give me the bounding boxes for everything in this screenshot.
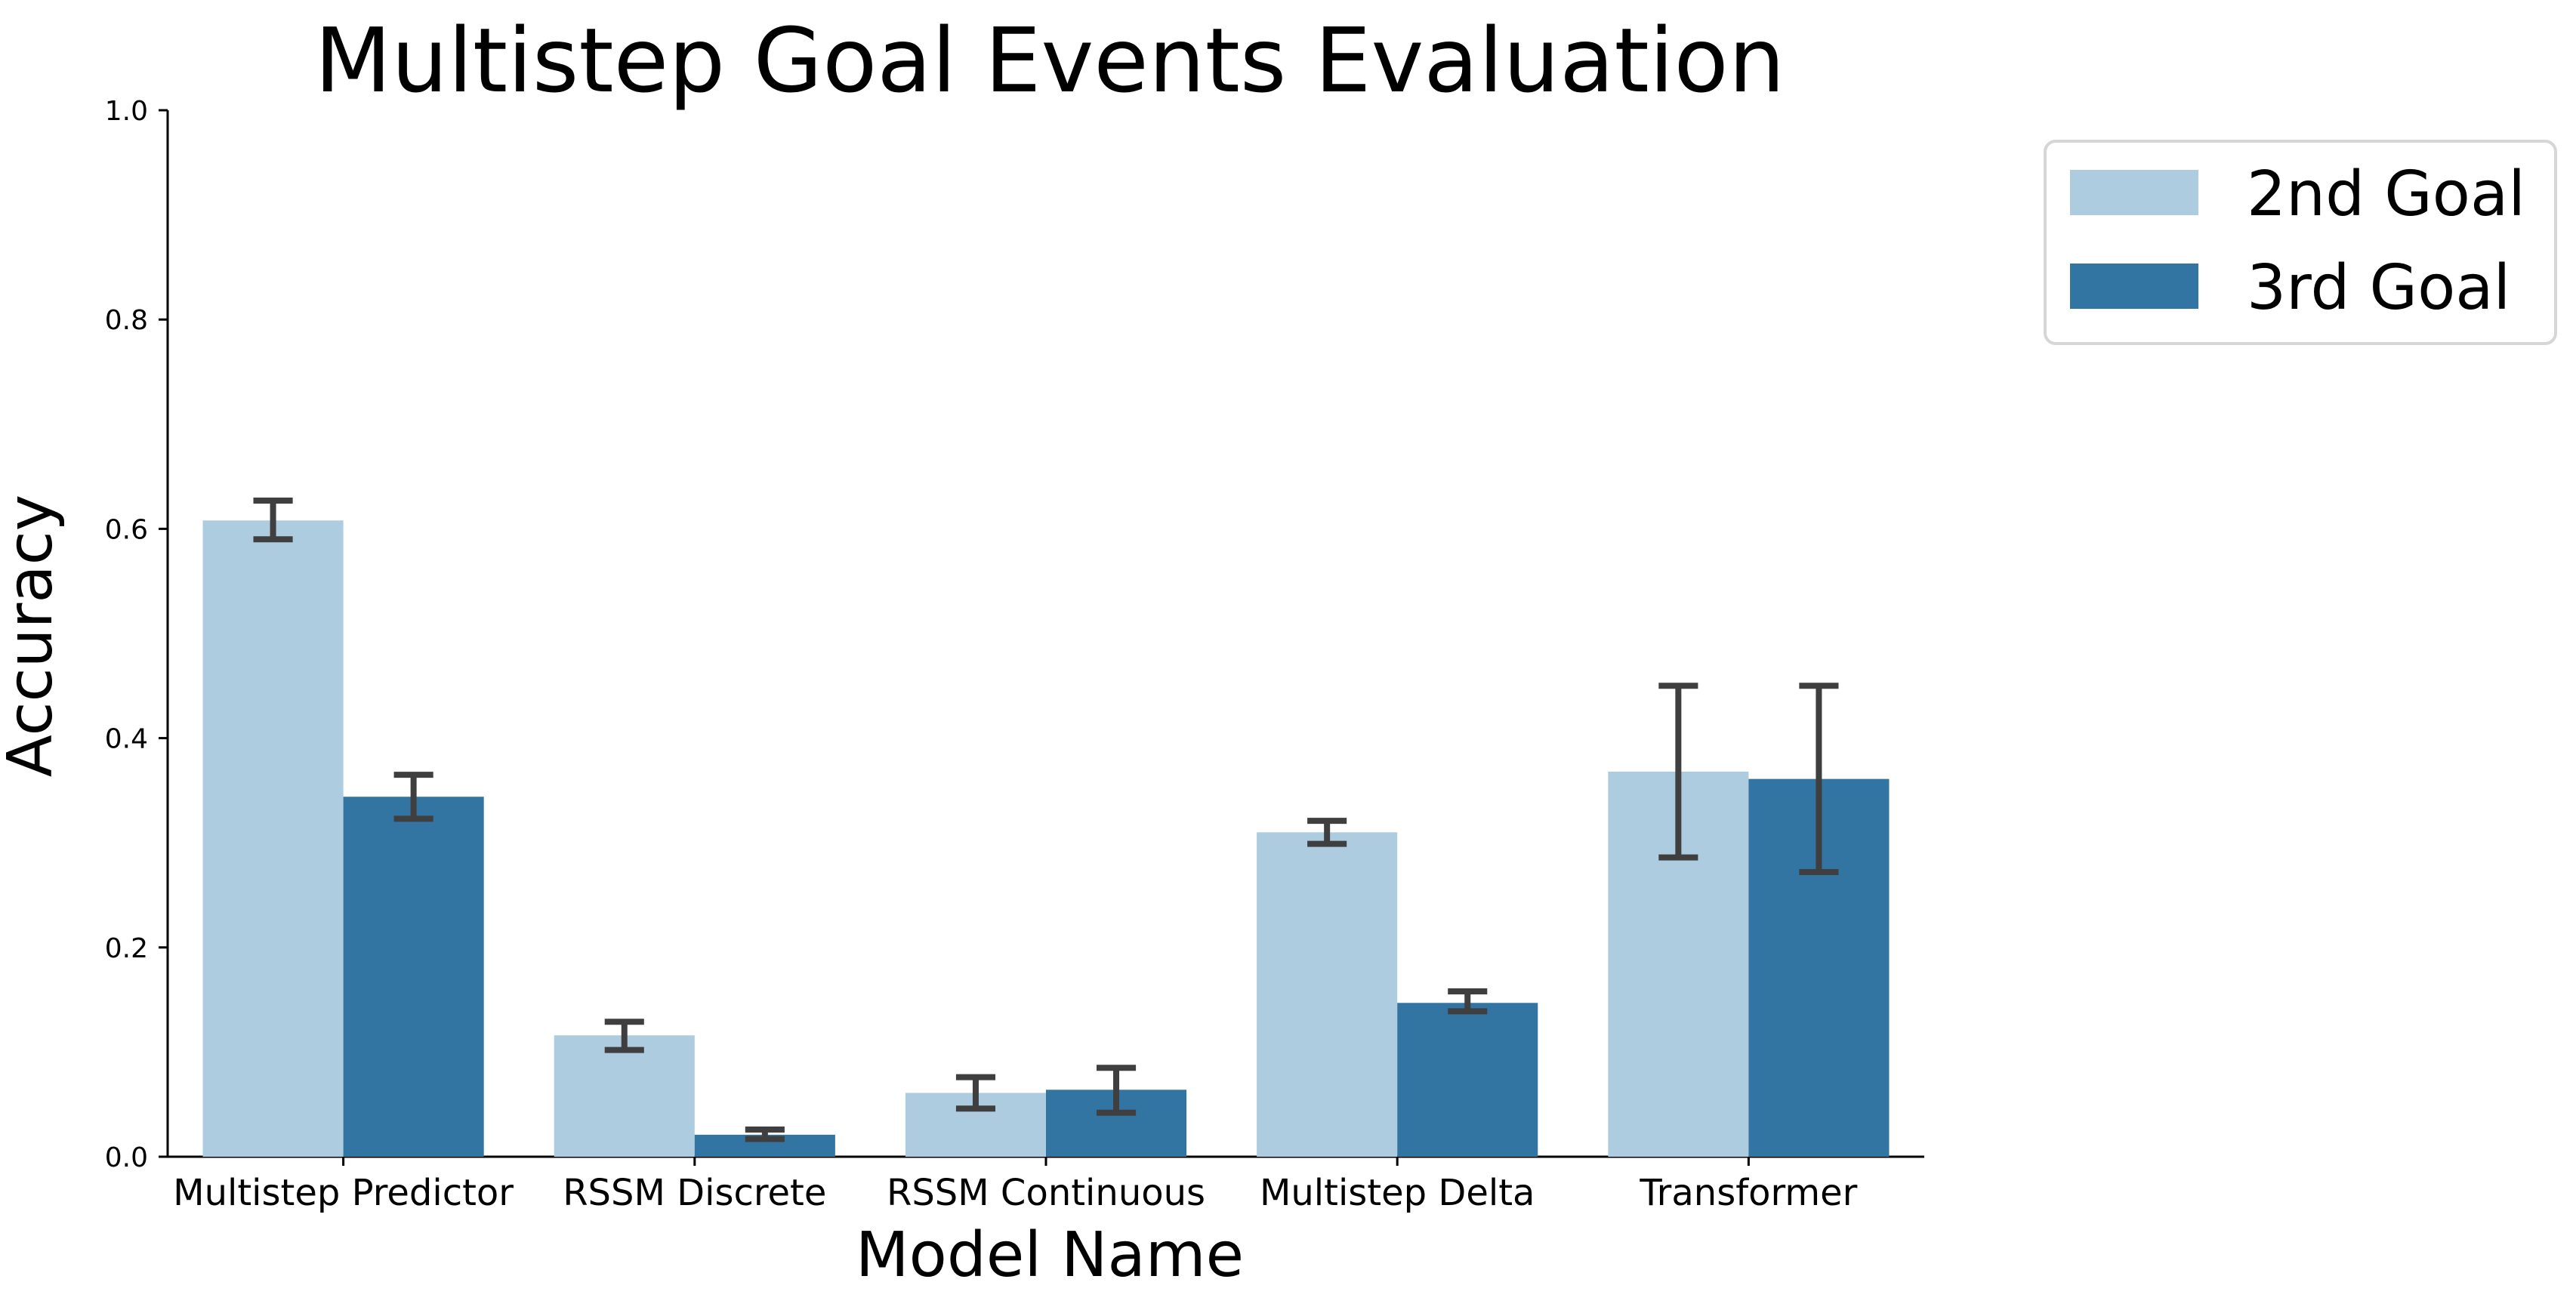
x-tick-label: RSSM Discrete — [563, 1172, 826, 1214]
ticks: 0.0 0.2 0.4 0.6 0.8 1.0 Multistep Predictor RSS… — [105, 96, 1858, 1214]
y-tick-label: 0.0 — [105, 1142, 148, 1173]
y-tick-label: 0.2 — [105, 933, 148, 964]
y-tick-label: 0.4 — [105, 724, 148, 755]
y-axis-label: Accuracy — [0, 495, 66, 777]
error-bars — [253, 497, 1839, 1142]
bar — [202, 520, 344, 1157]
bar — [343, 797, 484, 1157]
legend-swatch — [2070, 170, 2198, 215]
y-tick-label: 0.6 — [105, 514, 148, 545]
bar — [554, 1035, 695, 1157]
bars — [202, 520, 1890, 1157]
bar — [1397, 1003, 1538, 1157]
x-tick-label: RSSM Continuous — [887, 1172, 1205, 1214]
legend-label: 3rd Goal — [2247, 252, 2510, 324]
y-tick-label: 0.8 — [105, 305, 148, 336]
x-axis-label: Model Name — [856, 1219, 1244, 1291]
x-tick-label: Multistep Predictor — [173, 1172, 514, 1214]
bar — [1257, 832, 1398, 1157]
x-tick-label: Multistep Delta — [1260, 1172, 1535, 1214]
legend-label: 2nd Goal — [2247, 159, 2525, 230]
x-tick-label: Transformer — [1639, 1172, 1857, 1214]
legend: 2nd Goal 3rd Goal — [2044, 140, 2557, 345]
y-tick-label: 1.0 — [105, 96, 148, 127]
chart-title: Multistep Goal Events Evaluation — [314, 8, 1785, 113]
legend-swatch — [2070, 264, 2198, 309]
